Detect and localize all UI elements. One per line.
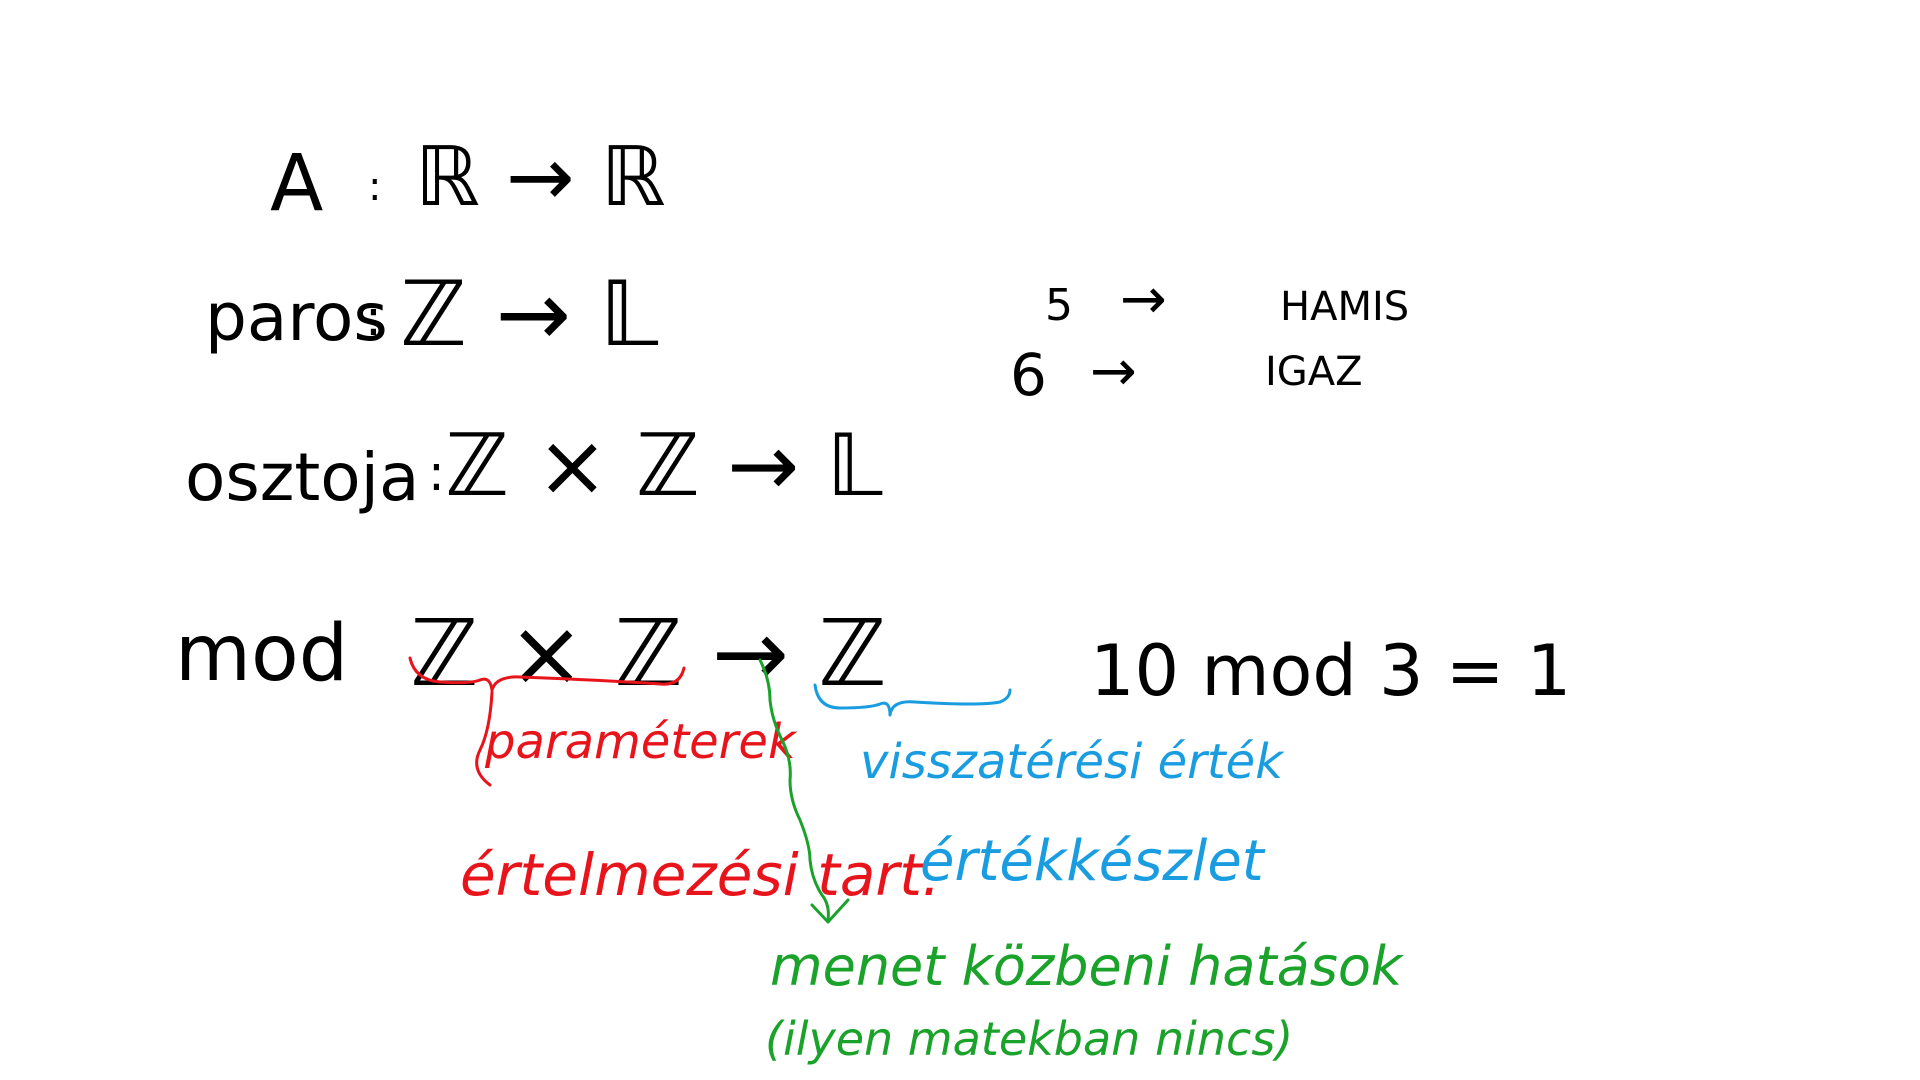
line2-signature: ℤ → 𝕃 bbox=[400, 262, 659, 367]
side-effects-label: menet közbeni hatások bbox=[770, 935, 1405, 998]
line3-name: osztoja bbox=[185, 439, 419, 516]
ex2-arrow: → bbox=[1090, 339, 1137, 404]
line4-name: mod bbox=[175, 609, 348, 699]
params-label: paraméterek bbox=[484, 714, 798, 770]
ex2-input: 6 bbox=[1010, 341, 1047, 409]
return-label: visszatérési érték bbox=[860, 734, 1285, 790]
ex2-output: IGAZ bbox=[1265, 349, 1363, 395]
line1-sep: : bbox=[368, 164, 381, 210]
line-1-A-signature: A : ℝ → ℝ bbox=[270, 130, 666, 229]
side-note-label: (ilyen matekban nincs) bbox=[765, 1012, 1293, 1066]
domain-label: értelmezési tart. bbox=[460, 841, 940, 909]
line-2-paros-signature: paros : ℤ → 𝕃 bbox=[205, 262, 659, 367]
mod-example: 10 mod 3 = 1 bbox=[1090, 630, 1571, 712]
line2-sep: : bbox=[365, 289, 382, 347]
line1-name: A bbox=[270, 139, 323, 229]
ex1-arrow: → bbox=[1120, 267, 1167, 332]
line1-signature: ℝ → ℝ bbox=[415, 130, 666, 225]
line3-signature: ℤ × ℤ → 𝕃 bbox=[445, 416, 883, 516]
range-label: értékkészlet bbox=[920, 829, 1266, 894]
line-3-osztoja-signature: osztoja : ℤ × ℤ → 𝕃 bbox=[185, 416, 883, 516]
line3-sep: : bbox=[428, 444, 445, 502]
ex1-input: 5 bbox=[1045, 280, 1073, 331]
line-4-mod-signature: mod ℤ × ℤ → ℤ 10 mod 3 = 1 bbox=[175, 600, 1571, 712]
paros-examples: 5 → HAMIS 6 → IGAZ bbox=[1010, 267, 1409, 409]
ex1-output: HAMIS bbox=[1280, 284, 1409, 330]
line2-name: paros bbox=[205, 279, 388, 356]
